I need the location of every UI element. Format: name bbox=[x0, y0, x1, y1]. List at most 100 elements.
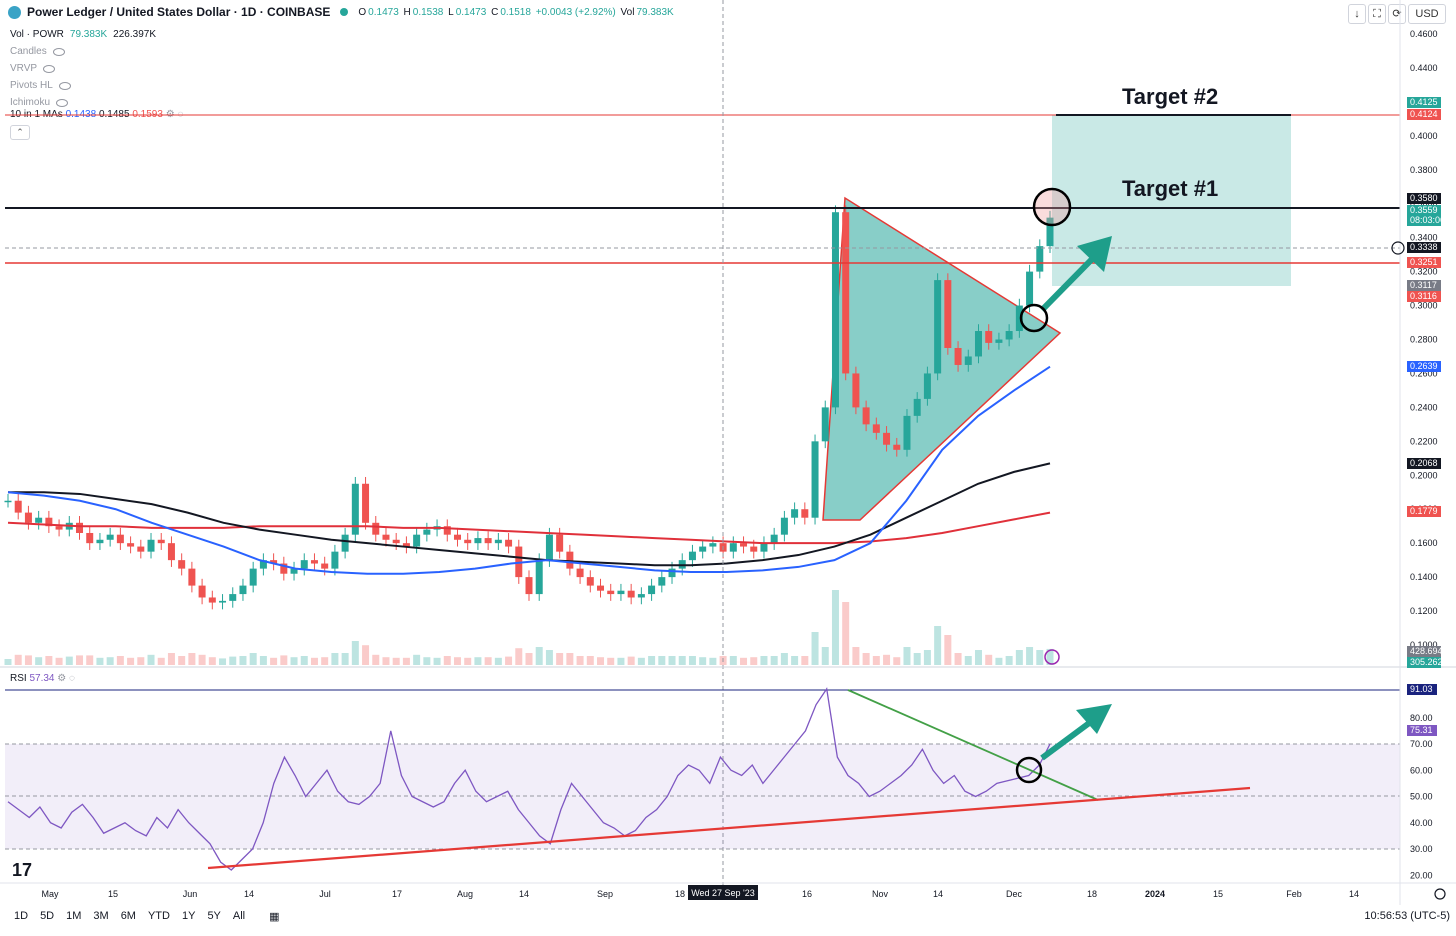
volume-bar bbox=[392, 657, 400, 665]
time-tick-label: 16 bbox=[802, 889, 812, 899]
time-tick-label: May bbox=[41, 889, 59, 899]
candle-body bbox=[116, 534, 124, 544]
range-5y[interactable]: 5Y bbox=[207, 910, 221, 922]
range-1d[interactable]: 1D bbox=[14, 910, 29, 922]
rsi-tag-bg bbox=[1407, 725, 1437, 736]
candle-body bbox=[668, 568, 676, 578]
rsi-header[interactable]: RSI 57.34 ⚙ ◌ bbox=[10, 673, 75, 684]
crosshair-date: Wed 27 Sep '23 bbox=[691, 888, 755, 898]
price-tick-label: 0.3200 bbox=[1410, 267, 1438, 277]
candle-body bbox=[402, 543, 410, 547]
time-tick-label: 18 bbox=[675, 889, 685, 899]
rsi-trendline-down bbox=[847, 689, 1099, 801]
price-tag-bg bbox=[1407, 109, 1441, 120]
price-tag-label: 0.2639 bbox=[1410, 361, 1438, 371]
range-3m[interactable]: 3M bbox=[93, 910, 109, 922]
rsi-tick-label: 60.00 bbox=[1410, 765, 1433, 775]
volume-bar bbox=[852, 647, 860, 665]
hidden-eye-icon[interactable] bbox=[52, 47, 65, 56]
price-tick-label: 0.3000 bbox=[1410, 301, 1438, 311]
indicator-vrvp[interactable]: VRVP bbox=[10, 60, 156, 77]
candle-body bbox=[831, 212, 839, 408]
volume-bar bbox=[198, 654, 206, 665]
time-tick-label: 17 bbox=[392, 889, 402, 899]
currency-selector[interactable]: USD bbox=[1408, 4, 1446, 24]
hidden-eye-icon[interactable] bbox=[58, 81, 71, 90]
rsi-tick-label: 70.00 bbox=[1410, 739, 1433, 749]
volume-bar bbox=[1046, 648, 1054, 665]
volume-bar bbox=[1005, 656, 1013, 665]
range-ytd[interactable]: YTD bbox=[147, 910, 170, 922]
rsi-tick-label: 80.00 bbox=[1410, 713, 1433, 723]
volume-bar bbox=[423, 657, 431, 665]
visibility-icon[interactable]: ◌ bbox=[69, 673, 75, 684]
hidden-eye-icon[interactable] bbox=[56, 98, 69, 107]
volume-bar bbox=[883, 654, 891, 665]
candle-body bbox=[586, 577, 594, 586]
time-tick-label: Aug bbox=[457, 889, 473, 899]
volume-bar bbox=[811, 632, 819, 665]
candle-body bbox=[351, 483, 359, 535]
vol-indicator[interactable]: Vol · POWR 79.383K 226.397K bbox=[10, 29, 156, 40]
flash-icon[interactable] bbox=[1044, 649, 1060, 665]
range-1m[interactable]: 1M bbox=[66, 910, 82, 922]
candle-body bbox=[464, 539, 472, 544]
price-tick-label: 0.4400 bbox=[1410, 63, 1438, 73]
candle-body bbox=[934, 280, 942, 374]
hidden-eye-icon[interactable] bbox=[43, 64, 56, 73]
time-tick-label: 18 bbox=[1087, 889, 1097, 899]
collapse-indicators-button[interactable]: ⌃ bbox=[10, 125, 30, 140]
candle-body bbox=[791, 509, 799, 518]
volume-bar bbox=[249, 653, 257, 665]
range-5d[interactable]: 5D bbox=[40, 910, 55, 922]
candle-body bbox=[729, 543, 737, 552]
volume-bar bbox=[116, 656, 124, 665]
range-6m[interactable]: 6M bbox=[120, 910, 136, 922]
rsi-tick-label: 20.00 bbox=[1410, 870, 1433, 880]
range-1y[interactable]: 1Y bbox=[181, 910, 196, 922]
volume-bar bbox=[801, 656, 809, 665]
ma-black-line bbox=[8, 462, 1051, 567]
download-button[interactable]: ↓ bbox=[1348, 4, 1366, 24]
reset-button[interactable]: ⟳ bbox=[1388, 4, 1406, 24]
candle-body bbox=[556, 534, 564, 552]
candle-body bbox=[249, 568, 257, 586]
candle-body bbox=[331, 551, 339, 569]
price-tag-label: 0.3117 bbox=[1410, 280, 1437, 290]
volume-bar bbox=[525, 653, 533, 665]
time-tick-label: Dec bbox=[1006, 889, 1023, 899]
candle-body bbox=[167, 543, 175, 561]
volume-bar bbox=[709, 657, 717, 665]
candle-body bbox=[178, 560, 186, 569]
candle-body bbox=[688, 551, 696, 561]
candle-body bbox=[709, 543, 717, 547]
candle-body bbox=[443, 526, 451, 535]
volume-bar bbox=[4, 659, 12, 665]
volume-bar bbox=[229, 656, 237, 665]
price-tag-label: 0.3559 bbox=[1410, 205, 1438, 215]
indicator-candles[interactable]: Candles bbox=[10, 43, 156, 60]
volume-bar bbox=[934, 626, 942, 665]
settings-gear-icon[interactable] bbox=[1434, 888, 1446, 900]
symbol-title[interactable]: Power Ledger / United States Dollar · 1D… bbox=[27, 5, 331, 19]
candle-body bbox=[607, 590, 615, 595]
volume-bar bbox=[372, 654, 380, 665]
range-all[interactable]: All bbox=[232, 910, 246, 922]
settings-icon[interactable]: ⚙ bbox=[57, 673, 67, 684]
indicator-ichimoku[interactable]: Ichimoku bbox=[10, 94, 156, 111]
time-tick-label: 14 bbox=[1349, 889, 1359, 899]
volume-bar bbox=[688, 656, 696, 665]
candle-body bbox=[494, 539, 502, 544]
candle-body bbox=[658, 577, 666, 586]
target-circle bbox=[1032, 187, 1072, 227]
price-tag-label: 305.262K bbox=[1410, 657, 1449, 667]
indicator-pivots[interactable]: Pivots HL bbox=[10, 77, 156, 94]
candle-body bbox=[4, 500, 12, 503]
ohlc-values: O 0.1473 H 0.1538 L 0.1473 C 0.1518 +0.0043 … bbox=[358, 6, 674, 18]
candle-body bbox=[341, 534, 349, 552]
add-alert-icon[interactable] bbox=[1391, 241, 1405, 255]
fullscreen-button[interactable]: ⛶ bbox=[1368, 4, 1386, 24]
price-tag-label: 08:03:06 bbox=[1410, 215, 1445, 225]
calendar-icon[interactable]: ▦ bbox=[269, 911, 280, 923]
